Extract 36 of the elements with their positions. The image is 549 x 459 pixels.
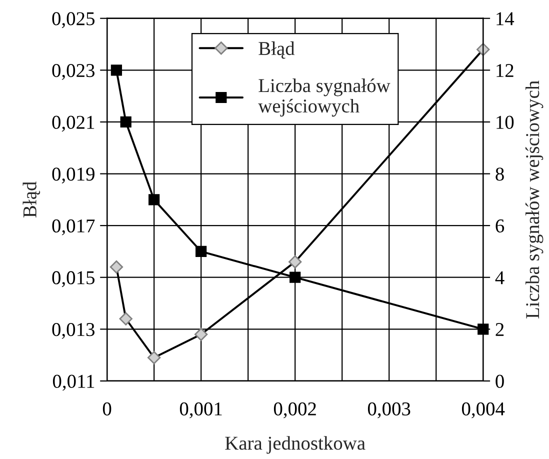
y-tick-label: 0,017 [52, 219, 95, 236]
y-axis-title: Błąd [22, 182, 40, 218]
x-axis-title: Kara jednostkowa [225, 436, 366, 454]
point [147, 351, 161, 364]
x-tick-label: 0,003 [368, 402, 410, 418]
y2-tick-label: 8 [496, 168, 504, 181]
point [120, 116, 132, 128]
y2-tick-label: 4 [495, 271, 504, 284]
y2-tick-label: 12 [496, 64, 514, 77]
y-tick-label: 0,023 [52, 64, 94, 80]
y2-axis-title: Liczba sygnałów wejściowych [525, 80, 544, 318]
y-tick-label: 0,011 [52, 374, 94, 391]
x-tick-label: 0 [102, 402, 112, 416]
y2-tick-label: 0 [496, 374, 504, 388]
y2-tick-label: 2 [496, 323, 504, 336]
point [194, 328, 208, 341]
legend-label: Liczba sygnałów wejściowych [258, 78, 390, 117]
point [110, 64, 122, 76]
x-tick-label: 0,002 [274, 402, 316, 418]
y-tick-label: 0,019 [52, 168, 94, 184]
y-tick-label: 0,025 [52, 12, 94, 28]
point [119, 312, 132, 326]
legend-label: Błąd [258, 41, 295, 59]
point [196, 246, 207, 258]
y-tick-label: 0,021 [52, 116, 94, 132]
point [110, 260, 124, 274]
y2-tick-label: 6 [496, 219, 504, 233]
y-tick-label: 0,015 [52, 271, 94, 288]
point [290, 272, 301, 283]
y2-tick-label: 14 [496, 12, 514, 26]
point [148, 194, 160, 206]
point [288, 255, 302, 268]
y-tick-label: 0,013 [52, 322, 94, 339]
y2-tick-label: 10 [496, 116, 514, 129]
x-tick-label: 0,004 [462, 402, 505, 418]
x-tick-label: 0,001 [180, 402, 222, 418]
